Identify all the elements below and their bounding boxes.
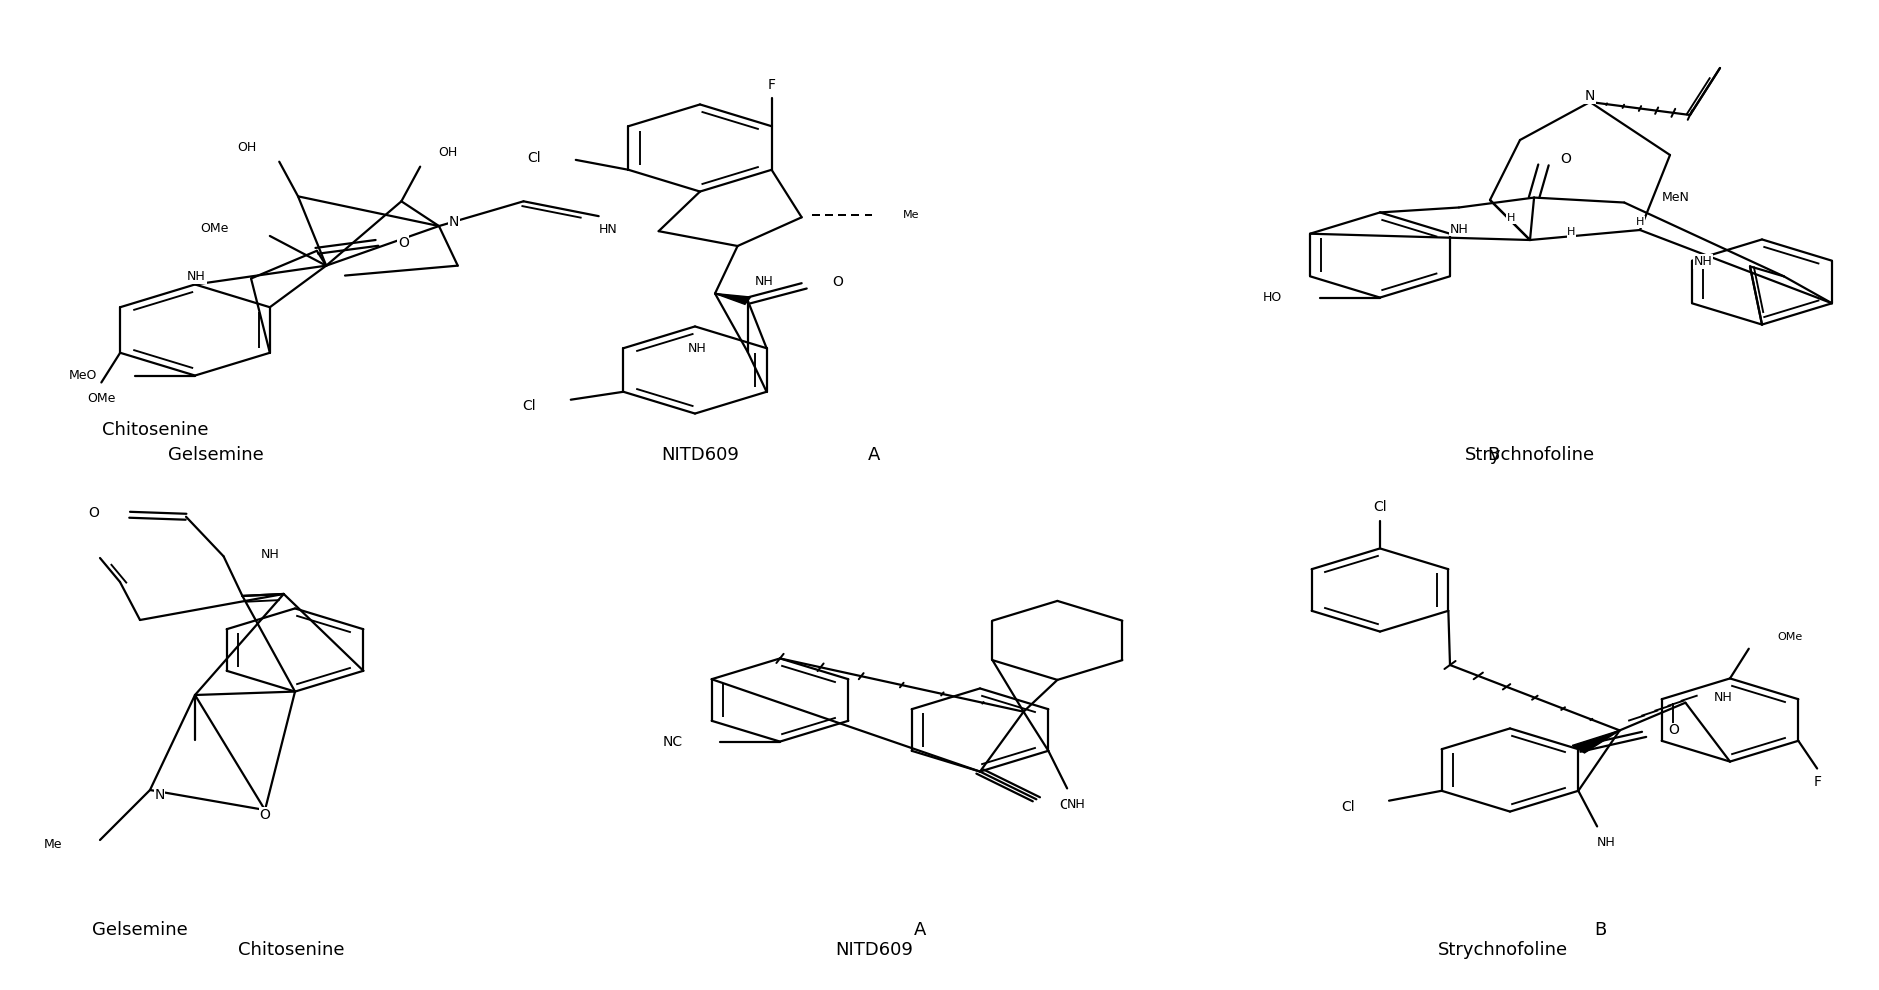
Text: OMe: OMe	[1778, 632, 1802, 642]
Text: Me: Me	[904, 210, 919, 221]
Text: Strychnofoline: Strychnofoline	[1466, 446, 1595, 464]
Text: NC: NC	[661, 735, 682, 748]
Text: F: F	[769, 77, 776, 92]
Text: OH: OH	[237, 142, 257, 154]
Text: O: O	[88, 506, 100, 520]
Text: NH: NH	[688, 342, 707, 354]
Text: Gelsemine: Gelsemine	[169, 446, 263, 464]
Text: O: O	[398, 236, 410, 249]
Text: A: A	[913, 921, 926, 939]
Text: Me: Me	[43, 839, 62, 851]
Text: NH: NH	[188, 270, 207, 283]
Text: O: O	[832, 275, 844, 289]
Text: N: N	[1584, 89, 1595, 103]
Text: N: N	[154, 788, 165, 802]
Text: MeN: MeN	[1661, 191, 1689, 204]
Text: NH: NH	[1067, 798, 1086, 811]
Text: HO: HO	[1263, 291, 1281, 304]
Text: B: B	[1593, 921, 1607, 939]
Text: B: B	[1488, 446, 1499, 464]
Text: NH: NH	[1449, 223, 1467, 236]
Text: A: A	[868, 446, 879, 464]
Text: Cl: Cl	[1342, 800, 1355, 814]
Text: O: O	[1669, 724, 1680, 738]
Text: NH: NH	[1693, 255, 1712, 268]
Text: H: H	[1567, 227, 1575, 237]
Text: Chitosenine: Chitosenine	[101, 421, 209, 439]
Text: NH: NH	[1597, 836, 1616, 848]
Text: OH: OH	[438, 147, 458, 159]
Text: O: O	[259, 808, 271, 822]
Text: N: N	[449, 215, 458, 229]
Text: NH: NH	[755, 275, 774, 288]
Text: O: O	[1561, 152, 1571, 166]
Text: NH: NH	[1714, 691, 1732, 704]
Text: Cl: Cl	[528, 150, 541, 165]
Text: OMe: OMe	[86, 392, 115, 405]
Text: Chitosenine: Chitosenine	[239, 941, 344, 959]
Text: NITD609: NITD609	[661, 446, 738, 464]
Text: F: F	[1813, 775, 1821, 789]
Text: O: O	[1060, 798, 1069, 812]
Text: H: H	[1507, 213, 1514, 223]
Text: MeO: MeO	[70, 369, 98, 382]
Polygon shape	[1573, 731, 1620, 753]
Text: HN: HN	[599, 223, 618, 236]
Text: H: H	[1637, 217, 1644, 227]
Text: Strychnofoline: Strychnofoline	[1437, 941, 1569, 959]
Text: Cl: Cl	[1374, 500, 1387, 514]
Text: OMe: OMe	[201, 222, 229, 235]
Text: Cl: Cl	[522, 399, 536, 413]
Polygon shape	[716, 293, 752, 304]
Text: NH: NH	[261, 547, 280, 561]
Text: Gelsemine: Gelsemine	[92, 921, 188, 939]
Text: NITD609: NITD609	[834, 941, 913, 959]
